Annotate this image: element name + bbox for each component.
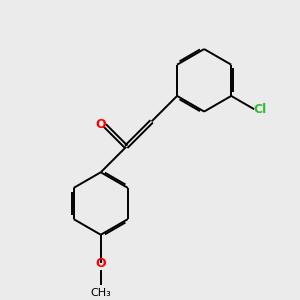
Text: O: O xyxy=(96,118,106,131)
Text: O: O xyxy=(95,257,106,270)
Text: Cl: Cl xyxy=(253,103,266,116)
Text: CH₃: CH₃ xyxy=(90,289,111,298)
